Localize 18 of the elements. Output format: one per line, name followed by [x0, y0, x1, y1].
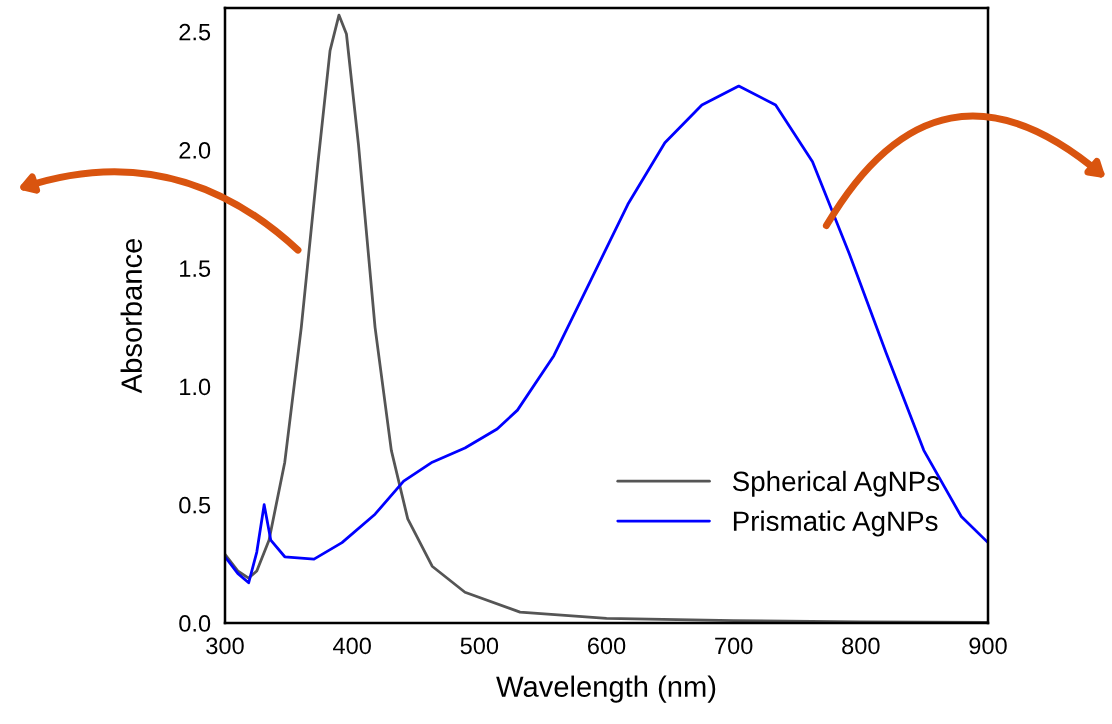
y-tick-label: 2.5	[179, 23, 211, 41]
x-tick-label: 900	[969, 637, 1007, 655]
y-tick-label: 0.0	[179, 615, 211, 632]
y-tick-label: 2.0	[179, 141, 211, 159]
x-tick-label: 800	[842, 637, 880, 655]
x-tick-label: 400	[333, 637, 371, 655]
legend-label: Prismatic AgNPs	[733, 510, 938, 537]
x-tick-label: 500	[460, 637, 499, 655]
x-tick-label: 300	[206, 637, 244, 655]
y-axis-title: Absorbance	[120, 238, 142, 394]
y-tick-label: 1.5	[180, 260, 211, 277]
y-tick-label: 1.0	[180, 378, 211, 396]
line-series	[225, 84, 988, 585]
x-axis-title: Wavelength (nm)	[496, 675, 716, 703]
y-tick-label: 0.5	[179, 496, 211, 514]
legend-label: Spherical AgNPs	[732, 470, 940, 497]
x-tick-label: 700	[715, 637, 753, 655]
x-tick-label: 600	[588, 637, 626, 655]
